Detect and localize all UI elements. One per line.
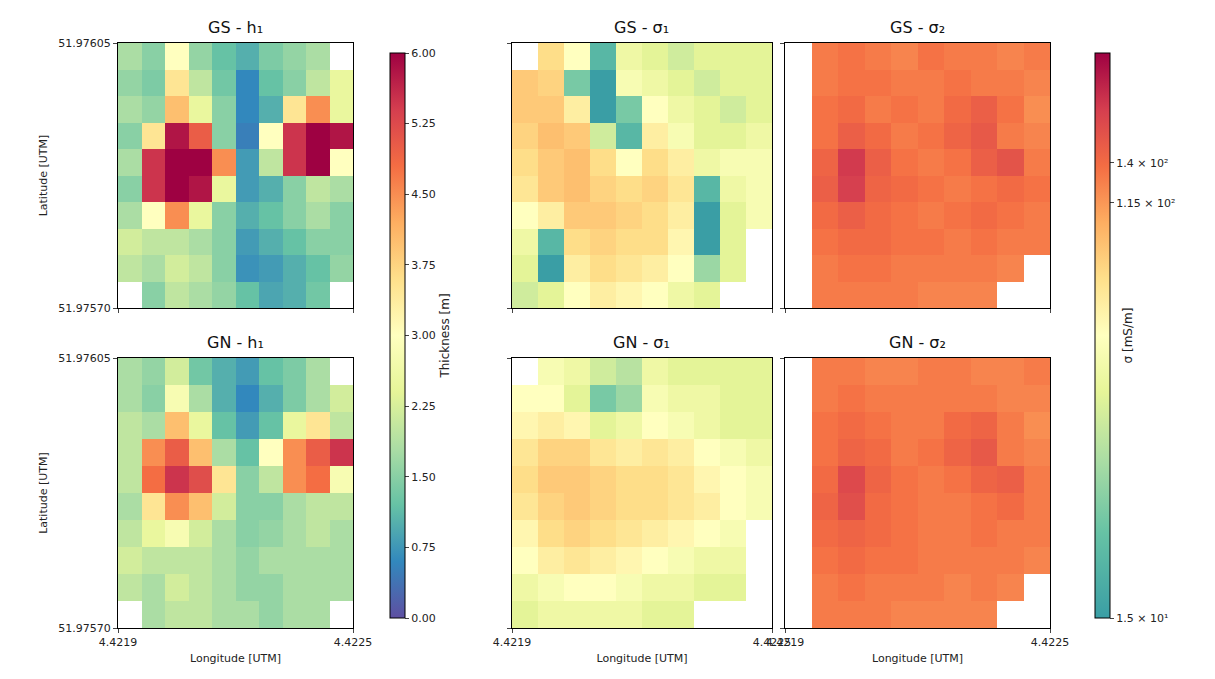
svg-text:1.4 × 10²: 1.4 × 10² (1116, 157, 1168, 170)
svg-text:2.25: 2.25 (411, 400, 436, 413)
svg-text:Longitude [UTM]: Longitude [UTM] (190, 652, 281, 665)
svg-text:4.4219: 4.4219 (493, 636, 532, 649)
svg-text:Latitude [UTM]: Latitude [UTM] (37, 135, 50, 217)
svg-text:GS - σ₂: GS - σ₂ (890, 18, 945, 37)
svg-text:1.15 × 10²: 1.15 × 10² (1116, 197, 1175, 210)
svg-text:51.97605: 51.97605 (58, 37, 111, 50)
svg-text:4.4219: 4.4219 (99, 636, 138, 649)
svg-text:5.25: 5.25 (411, 117, 436, 130)
svg-text:Latitude [UTM]: Latitude [UTM] (37, 452, 50, 534)
svg-text:σ [mS/m]: σ [mS/m] (1121, 308, 1135, 364)
svg-text:Longitude [UTM]: Longitude [UTM] (596, 652, 687, 665)
svg-text:Thickness [m]: Thickness [m] (438, 293, 452, 378)
svg-text:GS - h₁: GS - h₁ (208, 18, 263, 37)
svg-text:0.75: 0.75 (411, 541, 436, 554)
svg-text:4.4219: 4.4219 (766, 636, 805, 649)
svg-text:3.75: 3.75 (411, 259, 436, 272)
svg-text:4.4225: 4.4225 (1031, 636, 1070, 649)
svg-text:GN - σ₂: GN - σ₂ (889, 333, 946, 352)
svg-text:4.4225: 4.4225 (753, 636, 792, 649)
svg-text:3.00: 3.00 (411, 329, 436, 342)
svg-text:Longitude [UTM]: Longitude [UTM] (872, 652, 963, 665)
svg-text:51.97570: 51.97570 (58, 622, 111, 635)
svg-text:51.97570: 51.97570 (58, 302, 111, 315)
svg-text:GS - σ₁: GS - σ₁ (614, 18, 669, 37)
svg-text:51.97605: 51.97605 (58, 352, 111, 365)
svg-text:1.50: 1.50 (411, 471, 436, 484)
svg-text:4.50: 4.50 (411, 188, 436, 201)
svg-text:1.5 × 10¹: 1.5 × 10¹ (1116, 612, 1168, 625)
svg-text:6.00: 6.00 (411, 47, 436, 60)
svg-text:0.00: 0.00 (411, 612, 436, 625)
svg-text:GN - σ₁: GN - σ₁ (613, 333, 670, 352)
svg-text:4.4225: 4.4225 (334, 636, 373, 649)
svg-text:GN - h₁: GN - h₁ (207, 333, 264, 352)
